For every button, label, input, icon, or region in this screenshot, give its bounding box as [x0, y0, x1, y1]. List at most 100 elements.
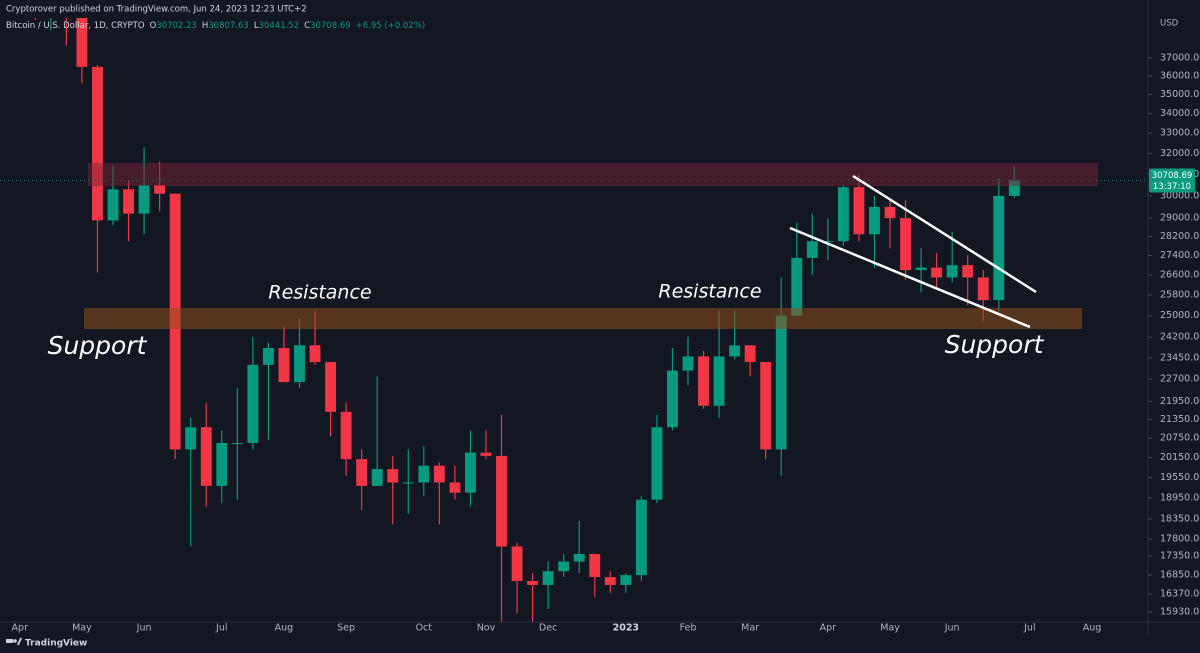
candle-body — [853, 187, 865, 235]
x-tick-label: Jul — [1023, 623, 1035, 634]
candle-body — [791, 257, 803, 316]
candle-body — [667, 370, 678, 428]
y-tick-label: 33000.00 — [1160, 128, 1200, 139]
candle-body — [884, 206, 896, 219]
candle-body — [977, 277, 989, 301]
candle-body — [480, 452, 492, 456]
last-price-label: 30708.69 — [1152, 171, 1193, 181]
candle-body — [713, 356, 725, 406]
x-tick-label: Dec — [539, 623, 557, 634]
candle-body — [433, 465, 445, 483]
candle-body — [511, 546, 523, 581]
footer-bar — [0, 635, 1200, 653]
x-tick-label: Aug — [275, 623, 294, 634]
x-tick-label: Jul — [215, 623, 227, 634]
x-tick-label: Nov — [477, 623, 496, 634]
candle-body — [527, 580, 539, 585]
candle-body — [558, 561, 570, 572]
candle-body — [464, 452, 476, 493]
symbol-part: H — [202, 21, 208, 31]
annotation: Resistance — [658, 281, 761, 303]
y-tick-label: 17350.00 — [1160, 550, 1200, 561]
y-tick-label: 16850.00 — [1160, 570, 1200, 581]
countdown: 13:37:10 — [1153, 182, 1191, 192]
candle-body — [837, 187, 849, 242]
y-tick-label: 26600.00 — [1160, 269, 1200, 280]
candle-body — [356, 459, 368, 486]
symbol-part: 30441.52 — [259, 21, 300, 31]
footer-logo — [6, 638, 22, 645]
candle-body — [993, 195, 1005, 301]
x-tick-label: Feb — [680, 623, 697, 634]
symbol-part: +6.95 (+0.02%) — [356, 21, 426, 31]
candle-body — [262, 348, 274, 365]
header: Cryptorover published on TradingView.com… — [6, 5, 307, 15]
y-tick-label: 21350.00 — [1160, 414, 1200, 425]
y-tick-label: 25000.00 — [1160, 310, 1200, 321]
candle-body — [900, 218, 911, 271]
symbol-part: 30708.69 — [310, 21, 351, 31]
candle-body — [278, 348, 290, 383]
y-tick-label: 34000.00 — [1160, 108, 1200, 119]
y-tick-label: 17800.00 — [1160, 534, 1200, 545]
y-tick-label: 27400.00 — [1160, 250, 1200, 261]
annotation: Support — [945, 330, 1045, 359]
candle-body — [869, 206, 880, 235]
y-tick-label: 35000.00 — [1160, 89, 1200, 100]
y-tick-label: 32000.00 — [1160, 148, 1200, 159]
x-tick-label: May — [72, 623, 92, 634]
symbol-line: Bitcoin / U.S. Dollar, 1D, CRYPTO O30702.… — [6, 21, 425, 31]
x-tick-label: Apr — [820, 623, 837, 634]
candle-body — [775, 315, 787, 450]
candle-body — [387, 469, 399, 483]
logo-shape — [13, 639, 17, 643]
x-tick-label: Jun — [944, 623, 960, 634]
candle-body — [946, 265, 958, 278]
candle-body — [200, 427, 212, 486]
drawings: Resistance Resistance Support Support — [48, 163, 1098, 360]
y-tick-label: 16370.00 — [1160, 589, 1200, 600]
support-zone — [84, 308, 1082, 329]
x-tick-label: 2023 — [613, 623, 639, 634]
candle-body — [92, 66, 103, 221]
y-tick-label: 23450.00 — [1160, 352, 1200, 363]
annotation: Support — [48, 331, 148, 360]
logo-shape — [17, 638, 22, 645]
candle-body — [651, 427, 663, 500]
candle-body — [962, 265, 974, 278]
candle-body — [682, 356, 694, 371]
symbol-part: O — [150, 21, 157, 31]
candle-body — [620, 575, 632, 585]
candle-body — [309, 345, 321, 363]
candle-body — [231, 442, 243, 444]
candle-body — [635, 499, 647, 576]
candle-body — [371, 469, 383, 486]
y-tick-label: 30000.00 — [1160, 190, 1200, 201]
x-tick-label: May — [880, 623, 900, 634]
currency: USD — [1160, 19, 1179, 29]
footer-brand: TradingView — [25, 639, 87, 649]
symbol-part: Bitcoin / U.S. Dollar, 1D, CRYPTO — [6, 21, 145, 31]
resistance-zone — [88, 163, 1098, 186]
y-tick-label: 18950.00 — [1160, 492, 1200, 503]
symbol-part: 30702.23 — [156, 21, 197, 31]
x-tick-label: Jun — [136, 623, 152, 634]
y-tick-label: 19550.00 — [1160, 472, 1200, 483]
annotation: Resistance — [268, 282, 371, 304]
logo-shape — [6, 639, 13, 643]
trend-line — [852, 174, 1037, 294]
y-tick-label: 21950.00 — [1160, 396, 1200, 407]
y-tick-label: 15930.00 — [1160, 607, 1200, 618]
candle-body — [107, 189, 119, 221]
candle-body — [496, 455, 507, 547]
candle-body — [729, 345, 741, 357]
y-tick-label: 29000.00 — [1160, 213, 1200, 224]
y-tick-label: 20150.00 — [1160, 452, 1200, 463]
candle-body — [604, 577, 616, 585]
candle-body — [449, 482, 461, 493]
symbol-part: L — [254, 21, 259, 31]
y-tick-label: 37000.00 — [1160, 52, 1200, 63]
candle-body — [402, 482, 414, 484]
candle-body — [216, 442, 228, 486]
